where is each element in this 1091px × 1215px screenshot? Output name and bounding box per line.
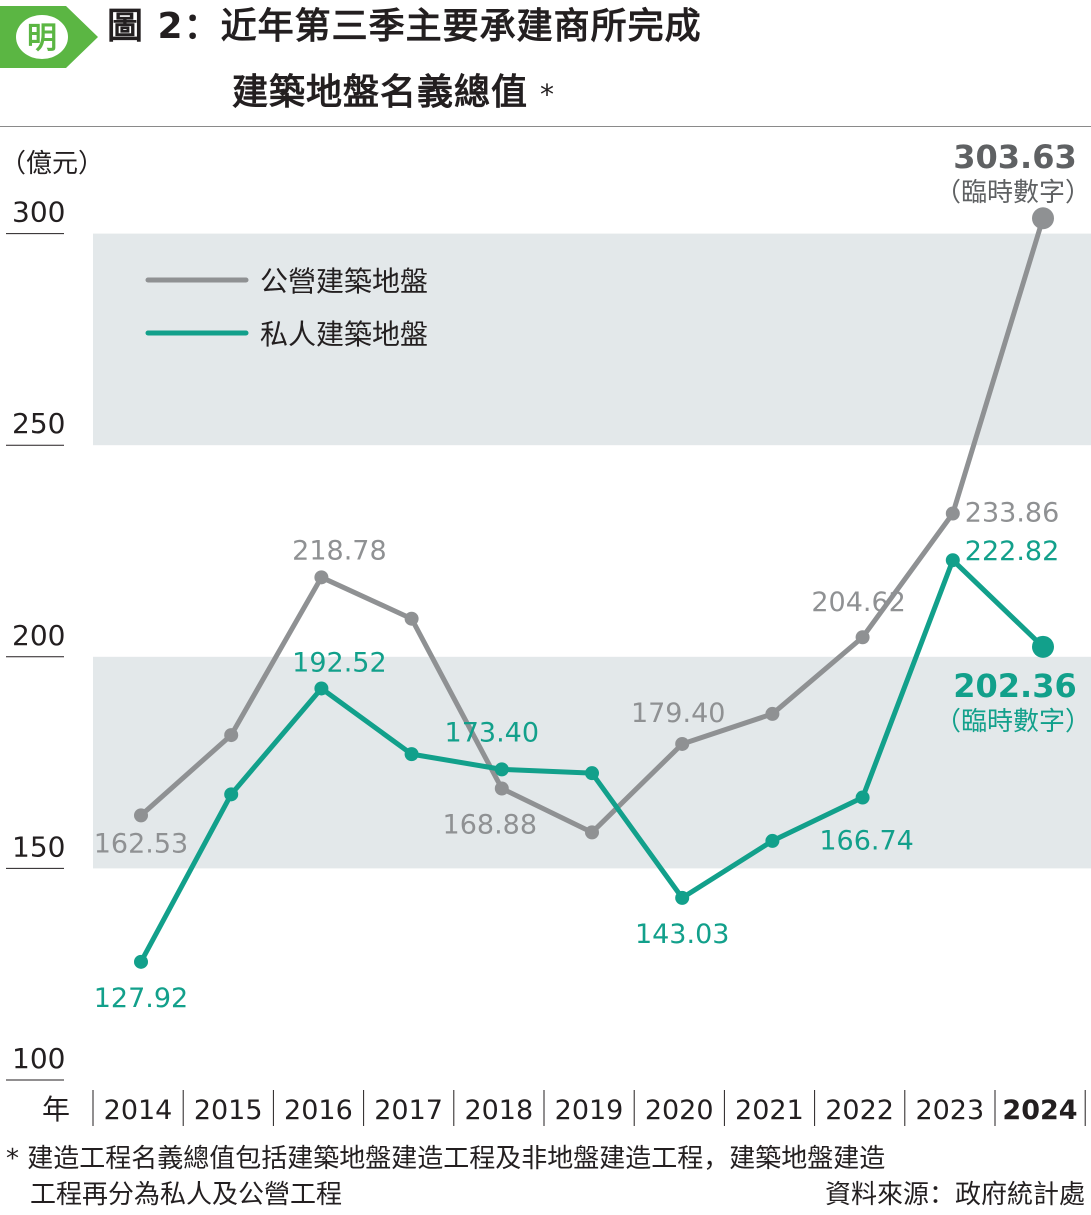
- public-point-2020: [675, 736, 690, 751]
- mingpao-logo: 明: [0, 6, 98, 68]
- x-tick-label-2020: 2020: [645, 1095, 714, 1126]
- private-point-2023: [945, 553, 960, 568]
- unit-label: （億元）: [0, 149, 104, 179]
- private-value-label-2020: 143.03: [635, 919, 729, 950]
- band-0: [93, 233, 1091, 446]
- x-axis-title: 年: [42, 1093, 70, 1126]
- title-divider: [0, 126, 1091, 127]
- x-tick-label-2015: 2015: [194, 1095, 263, 1126]
- public-value-label-2018: 168.88: [443, 809, 537, 840]
- public-point-2014: [134, 808, 148, 823]
- private-value-label-2022: 166.74: [819, 826, 913, 857]
- public-provisional-note: （臨時數字）: [935, 178, 1091, 208]
- x-tick-label-2023: 2023: [915, 1095, 984, 1126]
- public-value-label-2014: 162.53: [94, 828, 188, 859]
- line-chart: （億元） 300 250 200 150 100 年 2014 2015 2016 2017 2018…: [0, 138, 1091, 1126]
- legend-label-public: 公營建築地盤: [260, 265, 428, 298]
- public-value-label-2020: 179.40: [631, 698, 725, 729]
- x-tick-label-2019: 2019: [555, 1095, 624, 1126]
- private-value-label-2014: 127.92: [94, 983, 188, 1014]
- title-asterisk: *: [540, 78, 556, 111]
- public-point-2017: [404, 611, 419, 626]
- title-line-1: 圖 2：近年第三季主要承建商所完成: [107, 6, 702, 47]
- footnote-line-2: 工程再分為私人及公營工程: [30, 1180, 343, 1210]
- public-value-label-2023: 233.86: [965, 498, 1059, 529]
- private-point-2015: [224, 787, 239, 802]
- y-tick-label-100: 100: [12, 1042, 65, 1075]
- public-point-2016: [314, 570, 329, 585]
- private-point-2024: [1032, 635, 1054, 658]
- x-tick-label-2014: 2014: [104, 1095, 173, 1126]
- private-point-2021: [765, 833, 780, 848]
- y-tick-label-200: 200: [12, 619, 65, 652]
- public-point-2015: [224, 728, 239, 743]
- private-provisional-note: （臨時數字）: [935, 707, 1091, 737]
- public-point-2023: [945, 506, 960, 521]
- source-note: 資料來源：政府統計處: [824, 1180, 1085, 1210]
- private-point-2014: [134, 954, 148, 969]
- private-value-label-2018: 173.40: [445, 717, 539, 748]
- private-point-2018: [494, 762, 509, 777]
- chart-title: 圖 2：近年第三季主要承建商所完成 建築地盤名義總值 *: [107, 6, 702, 116]
- private-point-2020: [675, 890, 690, 905]
- x-tick-label-2016: 2016: [284, 1095, 353, 1126]
- private-value-label-2024: 202.36: [953, 667, 1076, 705]
- y-tick-label-150: 150: [12, 830, 65, 863]
- public-point-2018: [494, 781, 509, 796]
- y-tick-label-300: 300: [12, 196, 65, 229]
- public-point-2019: [585, 825, 599, 840]
- title-line-2-wrap: 建築地盤名義總值 *: [107, 72, 702, 116]
- logo-text: 明: [27, 21, 57, 56]
- private-point-2019: [585, 766, 599, 781]
- x-tick-label-2021: 2021: [735, 1095, 804, 1126]
- private-point-2022: [855, 790, 870, 805]
- x-tick-label-2018: 2018: [464, 1095, 533, 1126]
- public-value-label-2024: 303.63: [953, 138, 1076, 176]
- private-value-label-2016: 192.52: [292, 647, 386, 678]
- private-point-2016: [314, 681, 329, 696]
- x-tick-label-2017: 2017: [374, 1095, 443, 1126]
- x-tick-label-2024: 2024: [1002, 1095, 1077, 1126]
- public-value-label-2022: 204.62: [811, 587, 905, 618]
- public-point-2021: [765, 706, 780, 721]
- footnote-line-1: * 建造工程名義總值包括建築地盤建造工程及非地盤建造工程，建築地盤建造: [6, 1144, 886, 1174]
- public-point-2024: [1032, 207, 1054, 230]
- private-point-2017: [404, 747, 419, 762]
- y-tick-label-250: 250: [12, 407, 65, 440]
- legend-label-private: 私人建築地盤: [260, 318, 428, 351]
- private-value-label-2023: 222.82: [965, 536, 1059, 567]
- public-point-2022: [855, 630, 870, 645]
- public-value-label-2016: 218.78: [292, 535, 386, 566]
- x-tick-label-2022: 2022: [825, 1095, 894, 1126]
- title-line-2: 建築地盤名義總值: [232, 72, 529, 113]
